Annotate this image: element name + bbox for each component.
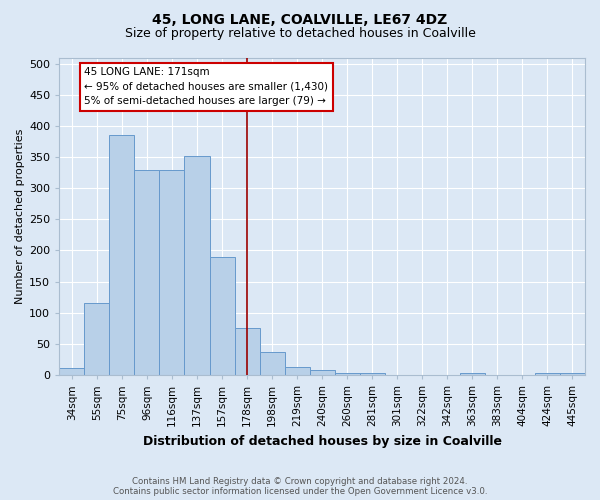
Bar	[335, 373, 360, 375]
Bar	[360, 373, 385, 375]
Text: 45 LONG LANE: 171sqm
← 95% of detached houses are smaller (1,430)
5% of semi-det: 45 LONG LANE: 171sqm ← 95% of detached h…	[85, 67, 328, 106]
Y-axis label: Number of detached properties: Number of detached properties	[15, 128, 25, 304]
Bar	[535, 373, 560, 375]
X-axis label: Distribution of detached houses by size in Coalville: Distribution of detached houses by size …	[143, 434, 502, 448]
Bar	[260, 352, 284, 375]
Bar	[109, 136, 134, 375]
Bar	[59, 368, 85, 375]
Bar	[184, 156, 209, 375]
Bar	[209, 256, 235, 375]
Bar	[134, 170, 160, 375]
Text: 45, LONG LANE, COALVILLE, LE67 4DZ: 45, LONG LANE, COALVILLE, LE67 4DZ	[152, 12, 448, 26]
Bar	[85, 303, 109, 375]
Bar	[460, 372, 485, 375]
Bar	[310, 370, 335, 375]
Bar	[284, 367, 310, 375]
Bar	[160, 170, 184, 375]
Bar	[560, 372, 585, 375]
Text: Size of property relative to detached houses in Coalville: Size of property relative to detached ho…	[125, 28, 475, 40]
Text: Contains HM Land Registry data © Crown copyright and database right 2024.
Contai: Contains HM Land Registry data © Crown c…	[113, 476, 487, 496]
Bar	[235, 328, 260, 375]
